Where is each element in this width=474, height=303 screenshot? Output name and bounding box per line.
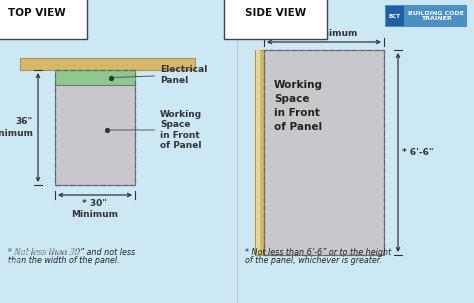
Text: * 6'-6": * 6'-6" — [402, 148, 434, 157]
Text: Working
Space
in Front
of Panel: Working Space in Front of Panel — [274, 80, 323, 132]
Text: BCT: BCT — [389, 14, 401, 18]
Text: BUILDING CODE
TRAINER: BUILDING CODE TRAINER — [408, 11, 464, 22]
Bar — [264, 50, 384, 255]
Bar — [20, 58, 195, 70]
Text: 36"
Minimum: 36" Minimum — [0, 118, 33, 138]
Bar — [386, 6, 404, 26]
Text: Electrical
Panel: Electrical Panel — [114, 65, 207, 85]
Text: * 30"
Minimum: * 30" Minimum — [72, 199, 118, 219]
Text: Working
Space
in Front
of Panel: Working Space in Front of Panel — [110, 110, 202, 150]
Text: * Not less than 30”: * Not less than 30” — [8, 248, 86, 257]
Bar — [264, 110, 276, 165]
Text: than the width of the panel.: than the width of the panel. — [8, 256, 119, 265]
Text: * Not less than 30” 
and: * Not less than 30” and — [8, 248, 86, 268]
Bar — [55, 70, 135, 185]
Bar — [255, 50, 264, 255]
Text: TOP VIEW: TOP VIEW — [8, 8, 66, 18]
Text: of the panel, whichever is greater.: of the panel, whichever is greater. — [245, 256, 382, 265]
Bar — [55, 70, 135, 85]
Text: 36" Minimum: 36" Minimum — [290, 29, 358, 38]
Bar — [264, 50, 384, 255]
Text: * Not less than 6’-6” or to the height: * Not less than 6’-6” or to the height — [245, 248, 391, 257]
Bar — [55, 85, 135, 185]
Text: * Not less than 30” and not less: * Not less than 30” and not less — [8, 248, 135, 257]
Text: SIDE VIEW: SIDE VIEW — [245, 8, 306, 18]
Bar — [385, 5, 467, 27]
Bar — [256, 50, 260, 255]
